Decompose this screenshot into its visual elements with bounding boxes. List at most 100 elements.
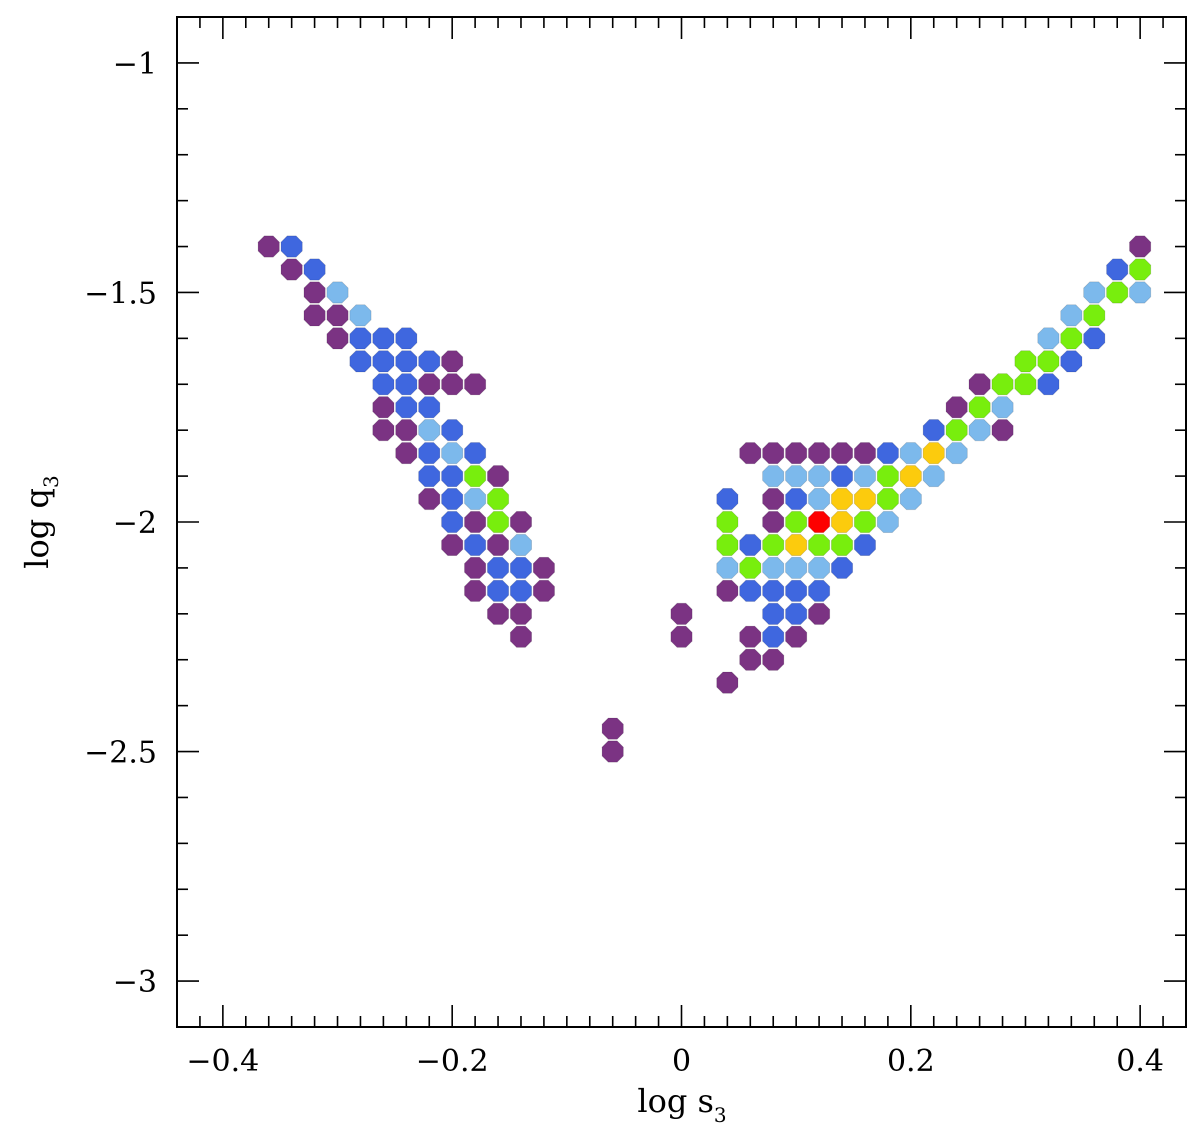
data-point <box>349 350 372 373</box>
x-tick-label: −0.4 <box>186 1044 259 1079</box>
data-point <box>808 602 831 625</box>
data-point <box>785 579 808 602</box>
data-point <box>831 510 854 534</box>
data-point <box>441 419 464 442</box>
data-point <box>1083 327 1106 350</box>
data-point <box>831 442 854 465</box>
data-point <box>785 533 808 556</box>
data-point <box>418 419 441 442</box>
data-point <box>808 442 831 465</box>
data-point <box>899 488 922 511</box>
data-point <box>831 465 854 488</box>
data-point <box>1060 350 1083 373</box>
data-point <box>487 533 510 556</box>
x-tick-label: 0 <box>672 1044 691 1079</box>
data-point <box>991 396 1014 419</box>
data-point <box>762 648 785 671</box>
data-point <box>899 465 922 488</box>
data-point <box>395 327 418 350</box>
data-point <box>418 373 441 396</box>
y-tick-label: −2 <box>113 506 157 541</box>
data-point <box>372 419 395 442</box>
data-point <box>716 579 739 602</box>
data-point <box>991 419 1014 442</box>
data-point <box>303 258 326 281</box>
data-point <box>716 556 739 579</box>
data-point <box>716 671 739 694</box>
data-point <box>395 442 418 465</box>
data-point <box>280 235 303 258</box>
data-point <box>1014 373 1037 396</box>
data-point <box>1129 281 1152 304</box>
data-point <box>739 625 762 648</box>
data-point <box>762 556 785 579</box>
data-point <box>303 281 326 304</box>
data-point <box>509 579 532 602</box>
data-point <box>1014 350 1037 373</box>
data-point <box>762 579 785 602</box>
data-point <box>762 602 785 625</box>
data-point <box>1106 258 1129 281</box>
data-point <box>853 510 876 534</box>
x-tick-label: 0.2 <box>887 1044 935 1079</box>
data-point <box>1037 327 1060 350</box>
data-point <box>968 373 991 396</box>
data-point <box>487 556 510 579</box>
data-point <box>441 373 464 396</box>
data-point <box>808 488 831 511</box>
data-point <box>808 465 831 488</box>
data-point <box>418 350 441 373</box>
data-point <box>785 510 808 534</box>
data-point <box>1037 350 1060 373</box>
data-point <box>372 373 395 396</box>
data-point <box>1083 281 1106 304</box>
data-point <box>464 579 487 602</box>
data-point <box>372 350 395 373</box>
data-point <box>785 602 808 625</box>
data-point <box>464 465 487 488</box>
data-point <box>922 465 945 488</box>
data-point <box>739 533 762 556</box>
data-point <box>831 556 854 579</box>
data-point <box>945 442 968 465</box>
data-point <box>441 533 464 556</box>
data-point <box>303 304 326 327</box>
data-point <box>509 625 532 648</box>
data-point <box>441 350 464 373</box>
x-tick-label: 0.4 <box>1116 1044 1164 1079</box>
data-point <box>808 579 831 602</box>
data-point <box>257 235 280 258</box>
data-point <box>1106 281 1129 304</box>
data-point <box>487 488 510 511</box>
data-point <box>418 488 441 511</box>
data-point <box>716 533 739 556</box>
data-point <box>441 510 464 534</box>
data-point <box>716 488 739 511</box>
y-tick-label: −3 <box>113 965 157 1000</box>
data-point <box>785 556 808 579</box>
data-point <box>441 442 464 465</box>
data-point <box>876 488 899 511</box>
data-point <box>349 304 372 327</box>
data-point <box>464 510 487 534</box>
data-point <box>418 442 441 465</box>
data-point <box>762 442 785 465</box>
data-point <box>922 442 945 465</box>
data-point <box>808 556 831 579</box>
data-point <box>464 533 487 556</box>
data-point <box>418 465 441 488</box>
y-tick-label: −1 <box>113 47 157 82</box>
data-point <box>487 465 510 488</box>
data-point <box>831 488 854 511</box>
data-point <box>441 488 464 511</box>
data-point <box>762 533 785 556</box>
data-point <box>716 510 739 534</box>
data-point <box>532 579 555 602</box>
data-point <box>831 533 854 556</box>
data-point <box>899 442 922 465</box>
data-point <box>853 465 876 488</box>
data-point <box>395 373 418 396</box>
data-point <box>808 533 831 556</box>
data-point <box>1060 304 1083 327</box>
